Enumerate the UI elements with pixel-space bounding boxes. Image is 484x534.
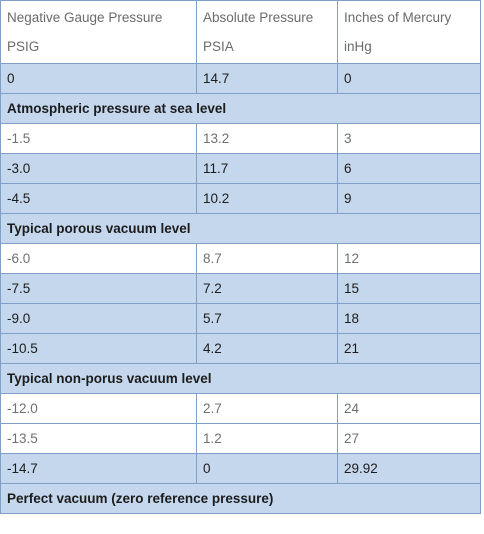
header-cell-absolute: Absolute Pressure PSIA bbox=[196, 0, 338, 64]
table-row: -6.0 8.7 12 bbox=[0, 243, 481, 274]
section-label: Perfect vacuum (zero reference pressure) bbox=[0, 483, 481, 514]
table-row: -13.5 1.2 27 bbox=[0, 423, 481, 454]
table-row: 0 14.7 0 bbox=[0, 63, 481, 94]
mercury-cell: 24 bbox=[337, 393, 481, 424]
absolute-cell: 10.2 bbox=[196, 183, 338, 214]
absolute-cell: 5.7 bbox=[196, 303, 338, 334]
absolute-cell: 14.7 bbox=[196, 63, 338, 94]
table-row: -3.0 11.7 6 bbox=[0, 153, 481, 184]
section-label: Typical non-porus vacuum level bbox=[0, 363, 481, 394]
header-title: Inches of Mercury bbox=[344, 10, 452, 25]
header-unit: PSIG bbox=[7, 39, 40, 54]
absolute-cell: 0 bbox=[196, 453, 338, 484]
absolute-cell: 4.2 bbox=[196, 333, 338, 364]
section-row: Perfect vacuum (zero reference pressure) bbox=[0, 483, 481, 514]
gauge-cell: -13.5 bbox=[0, 423, 197, 454]
table-row: -14.7 0 29.92 bbox=[0, 453, 481, 484]
absolute-cell: 2.7 bbox=[196, 393, 338, 424]
gauge-cell: -1.5 bbox=[0, 123, 197, 154]
table-row: -7.5 7.2 15 bbox=[0, 273, 481, 304]
section-row: Typical porous vacuum level bbox=[0, 213, 481, 244]
gauge-cell: -7.5 bbox=[0, 273, 197, 304]
gauge-cell: -3.0 bbox=[0, 153, 197, 184]
mercury-cell: 18 bbox=[337, 303, 481, 334]
mercury-cell: 6 bbox=[337, 153, 481, 184]
absolute-cell: 13.2 bbox=[196, 123, 338, 154]
table-row: -9.0 5.7 18 bbox=[0, 303, 481, 334]
gauge-cell: -10.5 bbox=[0, 333, 197, 364]
mercury-cell: 21 bbox=[337, 333, 481, 364]
table-row: -10.5 4.2 21 bbox=[0, 333, 481, 364]
table-header-row: Negative Gauge Pressure PSIG Absolute Pr… bbox=[0, 0, 481, 64]
mercury-cell: 0 bbox=[337, 63, 481, 94]
gauge-cell: -4.5 bbox=[0, 183, 197, 214]
absolute-cell: 8.7 bbox=[196, 243, 338, 274]
absolute-cell: 1.2 bbox=[196, 423, 338, 454]
mercury-cell: 27 bbox=[337, 423, 481, 454]
mercury-cell: 29.92 bbox=[337, 453, 481, 484]
gauge-cell: -6.0 bbox=[0, 243, 197, 274]
gauge-cell: -14.7 bbox=[0, 453, 197, 484]
header-unit: inHg bbox=[344, 39, 372, 54]
header-cell-gauge: Negative Gauge Pressure PSIG bbox=[0, 0, 197, 64]
mercury-cell: 12 bbox=[337, 243, 481, 274]
table-row: -4.5 10.2 9 bbox=[0, 183, 481, 214]
mercury-cell: 9 bbox=[337, 183, 481, 214]
gauge-cell: 0 bbox=[0, 63, 197, 94]
header-title: Negative Gauge Pressure bbox=[7, 10, 163, 25]
gauge-cell: -9.0 bbox=[0, 303, 197, 334]
pressure-table: Negative Gauge Pressure PSIG Absolute Pr… bbox=[0, 0, 481, 514]
section-label: Typical porous vacuum level bbox=[0, 213, 481, 244]
section-row: Typical non-porus vacuum level bbox=[0, 363, 481, 394]
mercury-cell: 15 bbox=[337, 273, 481, 304]
header-unit: PSIA bbox=[203, 39, 234, 54]
header-cell-mercury: Inches of Mercury inHg bbox=[337, 0, 481, 64]
absolute-cell: 7.2 bbox=[196, 273, 338, 304]
table-row: -1.5 13.2 3 bbox=[0, 123, 481, 154]
mercury-cell: 3 bbox=[337, 123, 481, 154]
absolute-cell: 11.7 bbox=[196, 153, 338, 184]
header-title: Absolute Pressure bbox=[203, 10, 314, 25]
gauge-cell: -12.0 bbox=[0, 393, 197, 424]
section-row: Atmospheric pressure at sea level bbox=[0, 93, 481, 124]
section-label: Atmospheric pressure at sea level bbox=[0, 93, 481, 124]
table-row: -12.0 2.7 24 bbox=[0, 393, 481, 424]
